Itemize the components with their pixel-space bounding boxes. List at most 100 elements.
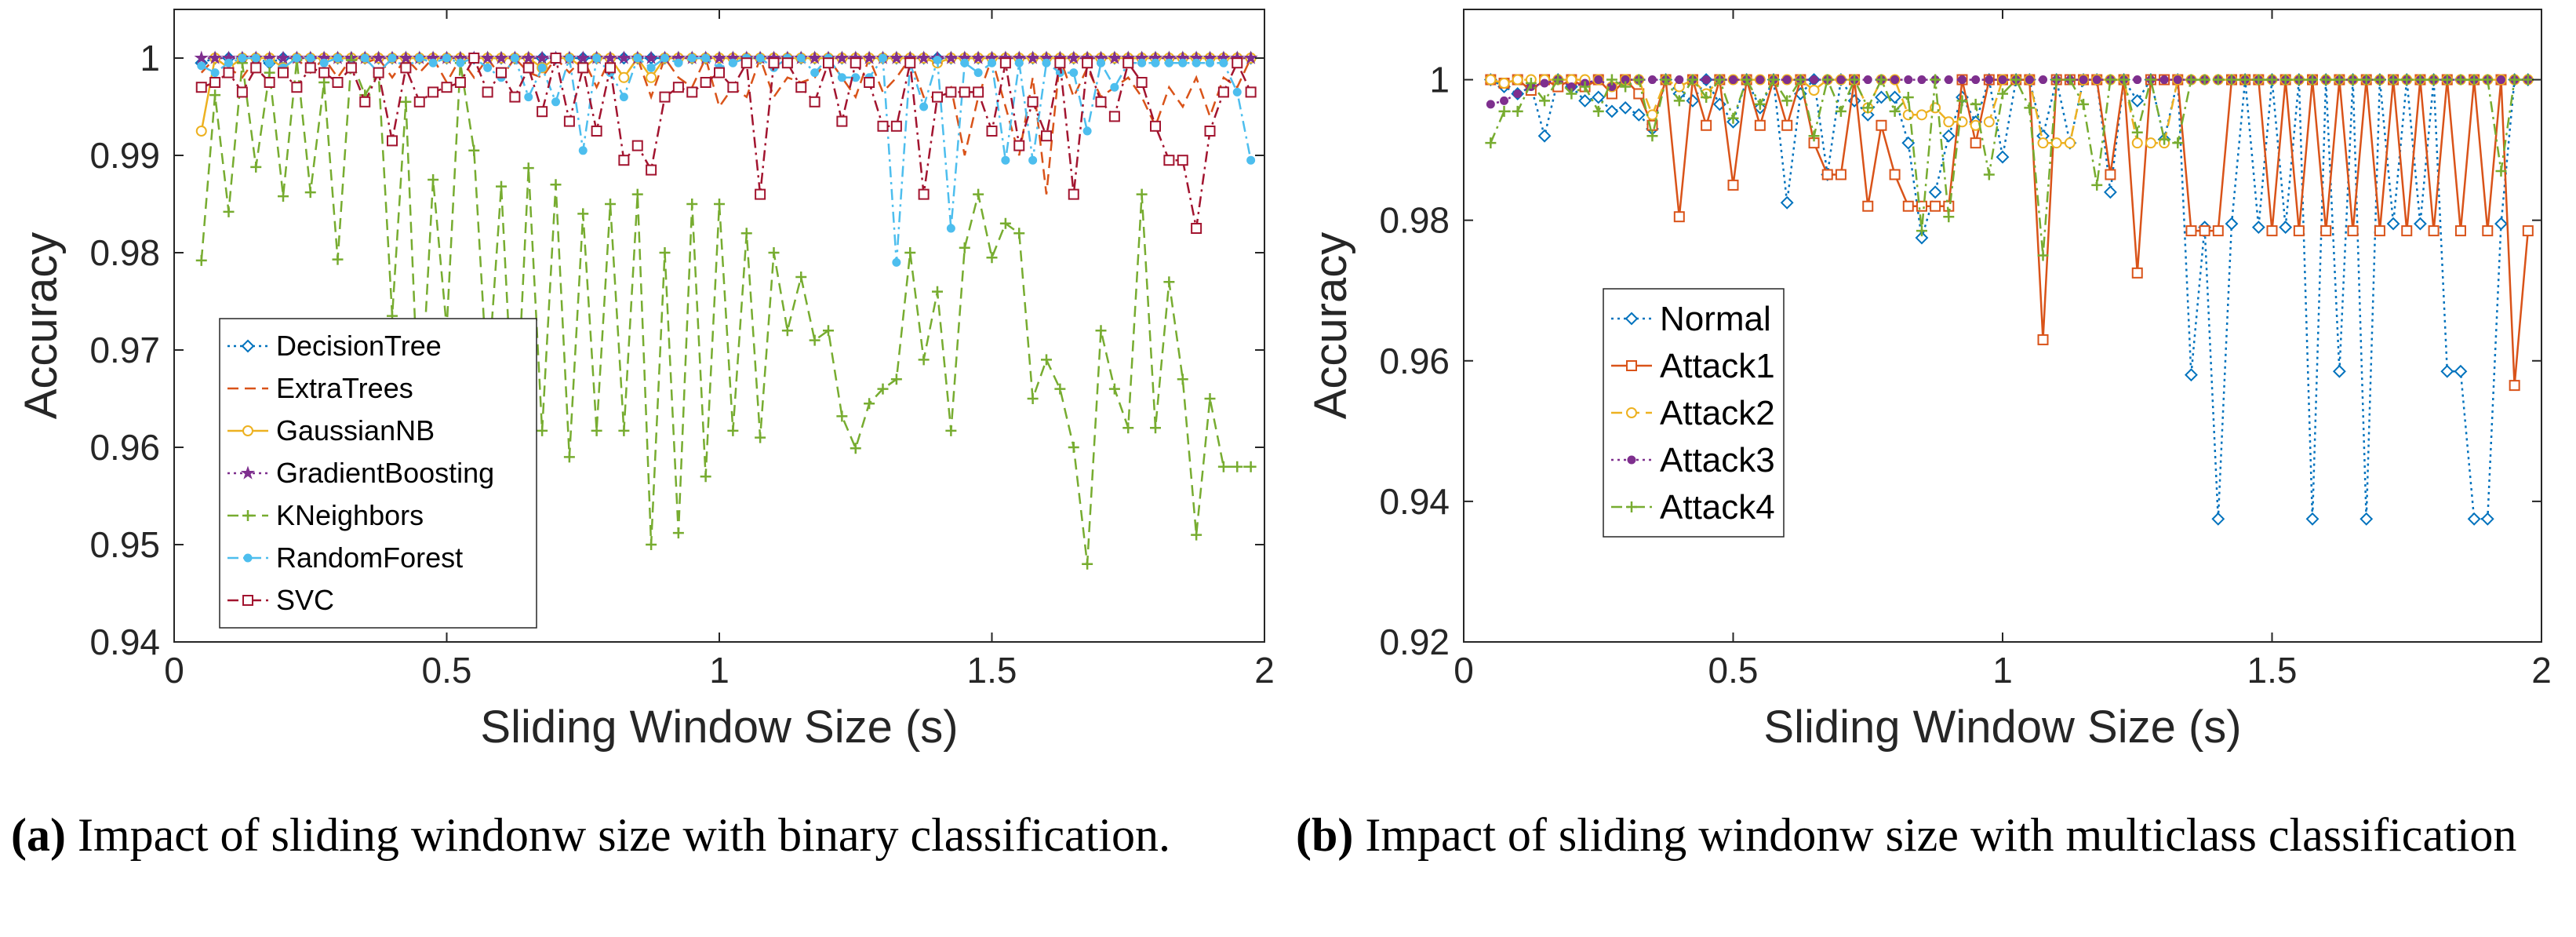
- data-point: [1646, 109, 1658, 121]
- data-point: [904, 57, 916, 69]
- data-point: [1970, 137, 1981, 149]
- data-point: [2130, 94, 2145, 108]
- data-point: [1780, 195, 1794, 210]
- series-attack4: [1485, 74, 2534, 261]
- data-point: [1861, 108, 1875, 122]
- y-tick-label: 0.99: [89, 135, 160, 176]
- data-point: [208, 50, 223, 64]
- data-point: [318, 77, 330, 88]
- caption-b-text: Impact of sliding windonw size with mult…: [1365, 809, 2517, 861]
- legend-marker: [1626, 360, 1637, 371]
- data-point: [195, 254, 207, 266]
- data-point: [2467, 512, 2481, 526]
- data-point: [1862, 102, 1874, 114]
- data-point: [1606, 74, 1617, 86]
- data-point: [1525, 78, 1537, 89]
- x-tick-label: 0: [164, 650, 184, 691]
- data-point: [565, 53, 574, 63]
- data-point: [1916, 200, 1927, 212]
- data-point: [537, 106, 548, 118]
- data-point: [1592, 90, 1606, 104]
- data-point: [1957, 75, 1967, 85]
- data-point: [1498, 105, 1510, 117]
- data-point: [1164, 58, 1173, 67]
- data-point: [1944, 75, 1953, 85]
- data-point: [2050, 74, 2062, 86]
- data-point: [400, 96, 412, 108]
- data-point: [672, 82, 684, 93]
- data-point: [2037, 137, 2049, 149]
- data-point: [1888, 90, 1902, 104]
- data-point: [1013, 228, 1025, 239]
- data-point: [986, 252, 998, 264]
- data-point: [2482, 225, 2494, 237]
- data-point: [755, 53, 765, 63]
- data-point: [2159, 75, 2169, 85]
- data-point: [1904, 75, 1913, 85]
- data-point: [1808, 84, 1820, 96]
- data-point: [1943, 116, 1955, 128]
- data-point: [1219, 58, 1228, 67]
- data-point: [2428, 225, 2440, 237]
- data-point: [265, 58, 275, 67]
- data-point: [2401, 225, 2413, 237]
- data-point: [1618, 100, 1632, 115]
- data-point: [2173, 75, 2182, 85]
- data-point: [441, 82, 453, 93]
- y-tick-label: 1: [140, 38, 160, 78]
- data-point: [999, 217, 1011, 229]
- data-point: [1232, 461, 1243, 472]
- data-point: [2185, 368, 2198, 382]
- data-point: [400, 62, 412, 74]
- data-point: [2495, 165, 2507, 177]
- data-point: [1552, 74, 1564, 86]
- data-point: [1863, 75, 1872, 85]
- data-point: [2414, 217, 2427, 231]
- legend-marker: [240, 465, 256, 479]
- data-point: [1808, 130, 1820, 142]
- data-point: [1660, 74, 1672, 86]
- data-point: [275, 50, 291, 64]
- data-point: [195, 82, 207, 93]
- data-point: [2037, 334, 2049, 345]
- data-point: [807, 50, 822, 64]
- data-point: [1928, 185, 1942, 199]
- data-point: [428, 58, 438, 67]
- data-point: [2131, 126, 2143, 138]
- data-point: [2105, 169, 2116, 180]
- data-point: [1013, 140, 1025, 151]
- legend: DecisionTree ExtraTrees GaussianNB Gradient…: [219, 318, 537, 629]
- data-point: [1781, 95, 1793, 107]
- data-point: [1821, 169, 1833, 180]
- data-point: [1192, 58, 1201, 67]
- data-point: [659, 91, 671, 103]
- caption-a-label: (a): [11, 809, 66, 861]
- data-point: [890, 374, 902, 385]
- legend-item-decisiontree: DecisionTree: [227, 330, 442, 362]
- data-point: [1956, 95, 1968, 107]
- data-point: [1646, 130, 1658, 142]
- data-point: [2145, 137, 2156, 149]
- legend-item-attack2: Attack2: [1611, 394, 1775, 432]
- data-point: [781, 57, 793, 69]
- legend-marker: [1627, 455, 1636, 465]
- legend-box: [219, 318, 537, 629]
- data-point: [1178, 58, 1188, 67]
- data-point: [2509, 74, 2520, 86]
- data-point: [988, 58, 996, 67]
- data-point: [711, 50, 727, 64]
- data-point: [946, 224, 955, 233]
- data-point: [1110, 82, 1119, 92]
- data-point: [1956, 116, 1968, 128]
- legend-item-attack3: Attack3: [1611, 441, 1775, 479]
- data-point: [701, 53, 711, 63]
- legend-item-attack4: Attack4: [1611, 488, 1775, 527]
- data-point: [810, 68, 820, 78]
- data-point: [1191, 223, 1202, 234]
- data-point: [795, 272, 807, 283]
- data-point: [332, 253, 344, 265]
- data-point: [1041, 354, 1052, 366]
- y-tick-label: 0.96: [89, 427, 160, 468]
- data-point: [318, 67, 330, 78]
- data-point: [1727, 112, 1739, 124]
